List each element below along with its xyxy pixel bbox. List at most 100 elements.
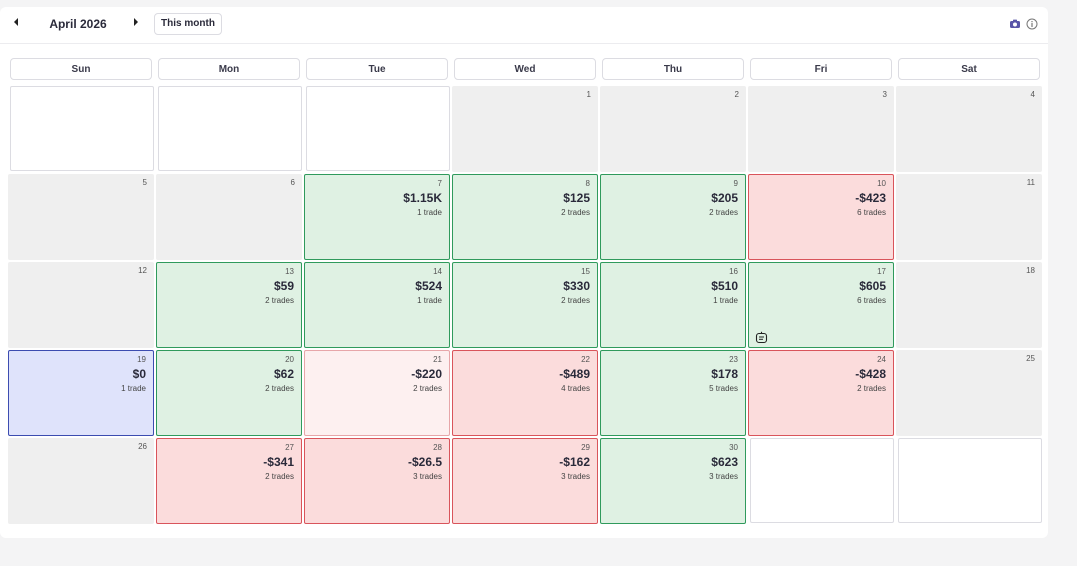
prev-month-button[interactable]	[8, 16, 24, 34]
day-trade-count: 1 trade	[121, 384, 146, 393]
day-cell-14[interactable]: 14 $524 1 trade	[304, 262, 450, 348]
day-number: 7	[437, 179, 442, 188]
day-number: 28	[433, 443, 442, 452]
day-trade-count: 3 trades	[709, 472, 738, 481]
day-pnl: $623	[711, 455, 738, 469]
day-pnl: $1.15K	[403, 191, 442, 205]
weekday-tue: Tue	[306, 58, 448, 80]
day-cell-21[interactable]: 21 -$220 2 trades	[304, 350, 450, 436]
day-trade-count: 2 trades	[265, 296, 294, 305]
empty-day-cell	[306, 86, 450, 171]
empty-day-cell	[158, 86, 302, 171]
day-cell-23[interactable]: 23 $178 5 trades	[600, 350, 746, 436]
day-cell-9[interactable]: 9 $205 2 trades	[600, 174, 746, 260]
day-cell-12[interactable]: 12	[8, 262, 154, 348]
day-trade-count: 6 trades	[857, 208, 886, 217]
day-number: 19	[137, 355, 146, 364]
day-number: 21	[433, 355, 442, 364]
weekday-thu: Thu	[602, 58, 744, 80]
day-pnl: -$26.5	[407, 455, 442, 469]
camera-icon[interactable]	[1009, 17, 1021, 29]
day-number: 24	[877, 355, 886, 364]
day-trade-count: 2 trades	[709, 208, 738, 217]
day-pnl: -$162	[559, 455, 590, 469]
day-number: 2	[734, 90, 739, 99]
day-cell-4[interactable]: 4	[896, 86, 1042, 172]
day-pnl: $0	[132, 367, 146, 381]
day-pnl: -$489	[559, 367, 590, 381]
day-cell-17[interactable]: 17 $605 6 trades	[748, 262, 894, 348]
day-trade-count: 3 trades	[413, 472, 442, 481]
day-number: 12	[138, 266, 147, 275]
day-number: 16	[729, 267, 738, 276]
day-pnl: -$341	[263, 455, 294, 469]
day-cell-19[interactable]: 19 $0 1 trade	[8, 350, 154, 436]
day-cell-20[interactable]: 20 $62 2 trades	[156, 350, 302, 436]
day-cell-11[interactable]: 11	[896, 174, 1042, 260]
day-number: 9	[733, 179, 738, 188]
info-icon[interactable]	[1026, 17, 1038, 30]
day-pnl: $605	[859, 279, 886, 293]
day-cell-15[interactable]: 15 $330 2 trades	[452, 262, 598, 348]
day-cell-30[interactable]: 30 $623 3 trades	[600, 438, 746, 524]
day-number: 13	[285, 267, 294, 276]
day-number: 4	[1030, 90, 1035, 99]
weekday-sun: Sun	[10, 58, 152, 80]
chevron-left-icon	[14, 18, 18, 26]
day-number: 25	[1026, 354, 1035, 363]
day-trade-count: 3 trades	[561, 472, 590, 481]
day-cell-1[interactable]: 1	[452, 86, 598, 172]
chevron-right-icon	[134, 18, 138, 26]
day-pnl: $524	[415, 279, 442, 293]
day-pnl: $510	[711, 279, 738, 293]
empty-day-cell	[10, 86, 154, 171]
day-trade-count: 2 trades	[265, 472, 294, 481]
day-number: 1	[586, 90, 591, 99]
day-cell-27[interactable]: 27 -$341 2 trades	[156, 438, 302, 524]
day-cell-6[interactable]: 6	[156, 174, 302, 260]
day-number: 6	[290, 178, 295, 187]
day-cell-26[interactable]: 26	[8, 438, 154, 524]
day-trade-count: 1 trade	[713, 296, 738, 305]
day-cell-7[interactable]: 7 $1.15K 1 trade	[304, 174, 450, 260]
day-cell-10[interactable]: 10 -$423 6 trades	[748, 174, 894, 260]
day-number: 3	[882, 90, 887, 99]
day-trade-count: 4 trades	[561, 384, 590, 393]
day-pnl: -$423	[855, 191, 886, 205]
day-cell-25[interactable]: 25	[896, 350, 1042, 436]
day-number: 15	[581, 267, 590, 276]
day-number: 23	[729, 355, 738, 364]
day-cell-13[interactable]: 13 $59 2 trades	[156, 262, 302, 348]
day-number: 5	[142, 178, 147, 187]
empty-day-cell	[898, 438, 1042, 523]
day-pnl: $59	[273, 279, 294, 293]
next-month-button[interactable]	[128, 16, 144, 34]
day-number: 30	[729, 443, 738, 452]
weekday-fri: Fri	[750, 58, 892, 80]
day-trade-count: 1 trade	[417, 296, 442, 305]
day-trade-count: 1 trade	[417, 208, 442, 217]
day-number: 29	[581, 443, 590, 452]
day-cell-8[interactable]: 8 $125 2 trades	[452, 174, 598, 260]
day-cell-22[interactable]: 22 -$489 4 trades	[452, 350, 598, 436]
day-trade-count: 2 trades	[561, 208, 590, 217]
day-cell-16[interactable]: 16 $510 1 trade	[600, 262, 746, 348]
day-cell-24[interactable]: 24 -$428 2 trades	[748, 350, 894, 436]
day-cell-28[interactable]: 28 -$26.5 3 trades	[304, 438, 450, 524]
day-number: 27	[285, 443, 294, 452]
this-month-button[interactable]: This month	[154, 13, 222, 35]
day-number: 22	[581, 355, 590, 364]
day-cell-2[interactable]: 2	[600, 86, 746, 172]
empty-day-cell	[750, 438, 894, 523]
day-number: 11	[1026, 178, 1035, 187]
day-cell-3[interactable]: 3	[748, 86, 894, 172]
day-cell-29[interactable]: 29 -$162 3 trades	[452, 438, 598, 524]
day-number: 26	[138, 442, 147, 451]
robot-note-icon[interactable]	[755, 331, 768, 344]
day-trade-count: 5 trades	[709, 384, 738, 393]
day-cell-5[interactable]: 5	[8, 174, 154, 260]
day-number: 14	[433, 267, 442, 276]
day-cell-18[interactable]: 18	[896, 262, 1042, 348]
weekday-wed: Wed	[454, 58, 596, 80]
day-pnl: -$220	[411, 367, 442, 381]
